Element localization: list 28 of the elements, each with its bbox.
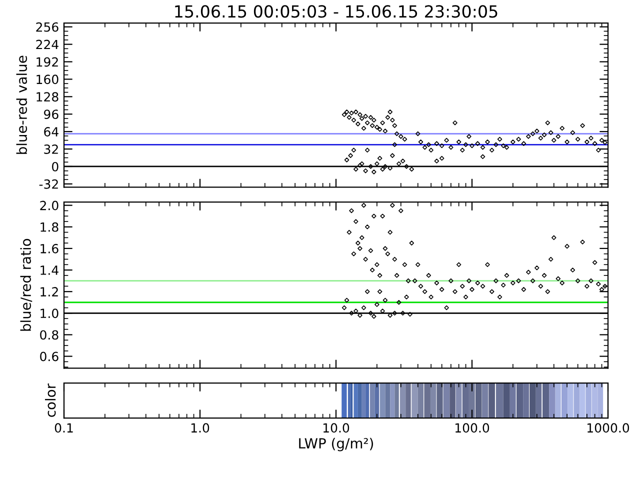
y-tick-label: 96 [44,110,58,120]
y-tick-label: 1.8 [40,222,58,232]
y-tick-label: 160 [36,74,58,84]
y-tick-label: 256 [36,22,58,32]
x-tick-label: 100.0 [455,423,490,433]
y-tick-label: 1.2 [40,287,58,296]
y-tick-label: 1.0 [40,308,58,318]
x-tick-label: 1000.0 [588,423,630,433]
y-tick-label: 32 [44,144,58,154]
x-axis-title: LWP (g/m²) [299,438,374,452]
y-tick-label: 2.0 [40,200,58,210]
y-tick-label: -32 [39,179,58,189]
x-tick-label: 10.0 [323,423,350,433]
y-tick-label: 1.4 [40,266,58,275]
y-tick-label: 1.6 [40,244,58,254]
y-tick-label: 224 [36,40,58,50]
y-axis-title: blue/red ratio [20,238,32,331]
x-tick-label: 0.1 [54,423,73,433]
y-tick-label: 64 [44,127,58,136]
y-tick-label: 192 [36,57,58,67]
y-axis-title: color [45,383,56,417]
x-tick-label: 1.0 [191,423,210,433]
y-tick-label: 0.8 [40,330,58,340]
y-tick-label: 0.6 [40,352,58,362]
y-axis-title: blue-red value [16,56,28,154]
y-tick-label: 0 [52,162,58,172]
y-tick-label: 128 [36,92,58,102]
chart-title: 15.06.15 00:05:03 - 15.06.15 23:30:05 [175,5,498,18]
